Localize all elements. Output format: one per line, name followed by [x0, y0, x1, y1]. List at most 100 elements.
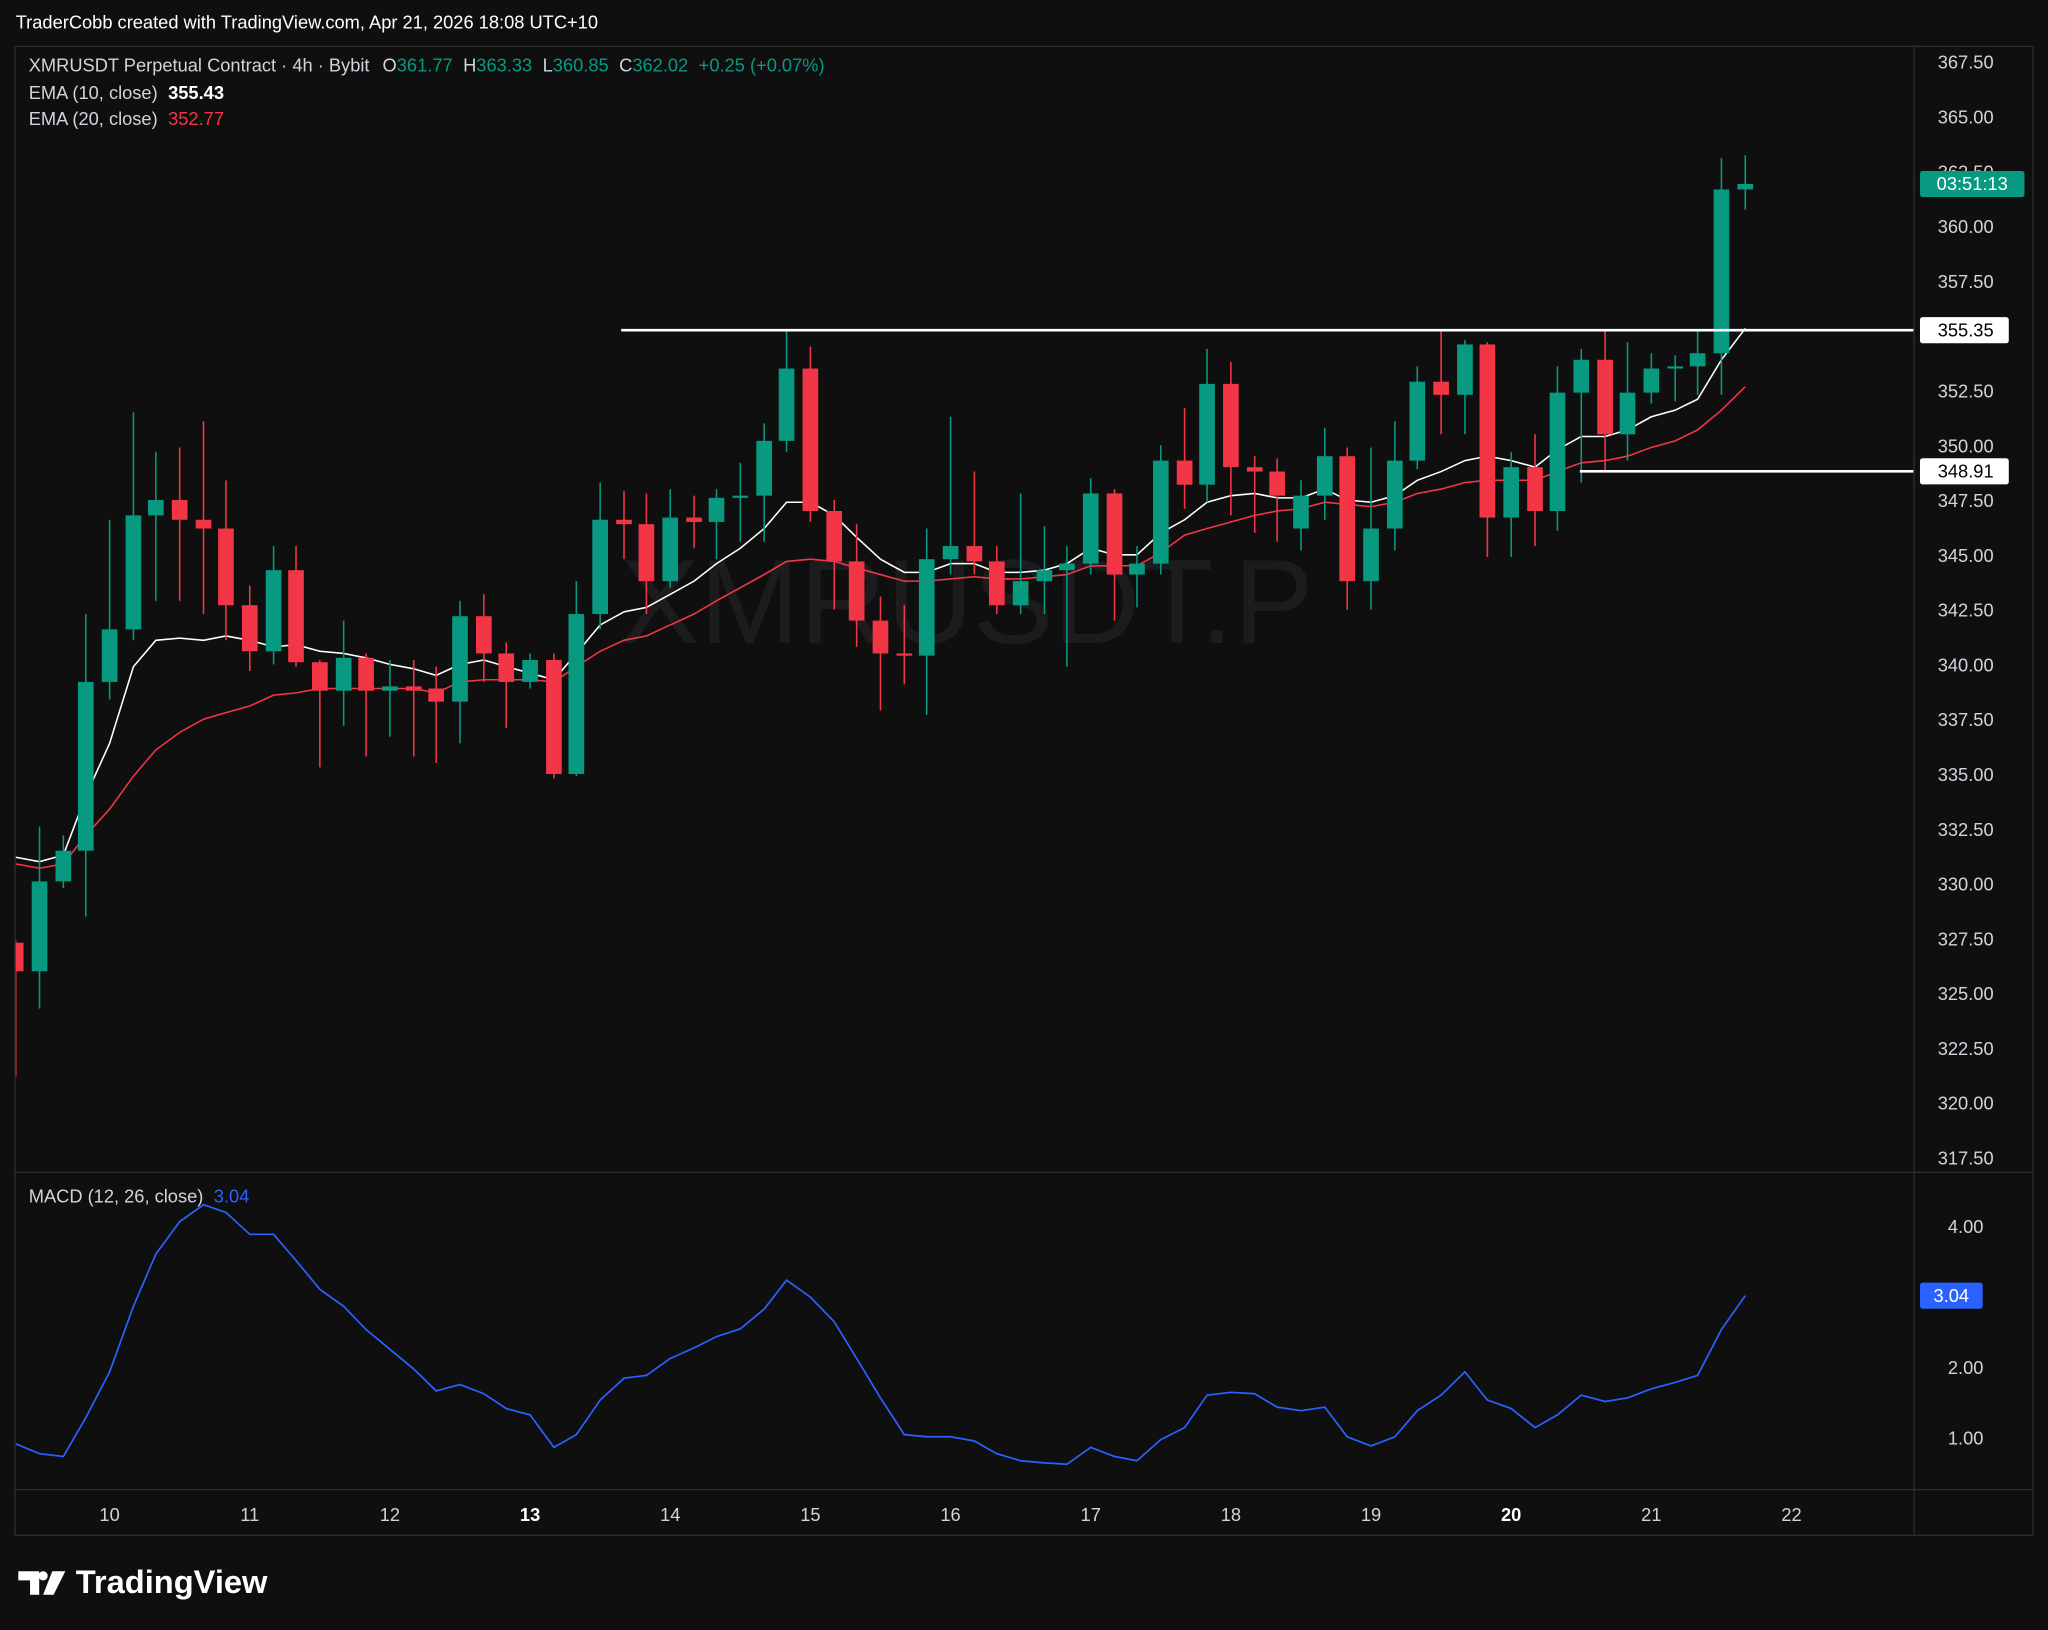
watermark: XMRUSDT.P	[619, 535, 1313, 669]
ema-line	[15, 386, 1746, 870]
y-tick-label: 367.50	[1938, 52, 1994, 73]
y-tick-label: 317.50	[1938, 1148, 1994, 1169]
macd-value-label: 3.04	[1934, 1285, 1970, 1306]
candle-body	[452, 616, 468, 702]
logo-text: TradingView	[76, 1563, 268, 1600]
x-tick-label: 18	[1221, 1504, 1241, 1525]
candle-body	[756, 440, 772, 496]
candle-body	[1059, 563, 1075, 571]
candle-body	[1549, 392, 1566, 511]
candle-body	[405, 686, 422, 691]
candle-body	[896, 653, 913, 656]
candle-body	[171, 500, 188, 520]
header-text: TraderCobb created with TradingView.com,…	[16, 11, 598, 32]
candle-body	[1036, 570, 1053, 582]
candle-body	[942, 546, 959, 560]
y-tick-label: 4.00	[1948, 1216, 1984, 1237]
candle-body	[1293, 495, 1309, 529]
candle-body	[288, 570, 304, 663]
y-tick-label: 360.00	[1938, 216, 1994, 237]
candle-body	[195, 519, 212, 529]
candle-body	[848, 561, 865, 621]
price-pane: XMRUSDT.P	[15, 155, 1914, 1077]
candle-body	[1643, 368, 1660, 393]
y-tick-label: 332.50	[1938, 819, 1994, 840]
candle-body	[312, 662, 328, 691]
x-tick-label: 21	[1641, 1504, 1661, 1525]
y-tick-label: 340.00	[1938, 654, 1994, 675]
x-tick-label: 10	[99, 1504, 119, 1525]
ohlc-value: 362.02	[632, 54, 688, 75]
candle-body	[1667, 366, 1684, 369]
y-tick-label: 322.50	[1938, 1038, 1994, 1059]
overlay: 317.50 320.00 322.50 325.00 327.50 330.00 332.…	[29, 52, 2025, 1525]
candle-body	[1223, 383, 1239, 468]
ohlc-letter: C	[619, 54, 632, 75]
ohlc-value: 360.85	[553, 54, 609, 75]
candle-body	[616, 519, 632, 525]
x-tick-label: 12	[380, 1504, 400, 1525]
legend-ema: EMA (20, close) 352.77	[29, 108, 224, 129]
candle-body	[148, 500, 164, 516]
ema-name: EMA (10, close)	[29, 82, 158, 103]
candle-body	[1176, 460, 1193, 485]
candle-body	[686, 517, 702, 522]
candle-body	[1457, 344, 1473, 395]
ohlc-letter: H	[463, 54, 476, 75]
candle-body	[382, 686, 398, 691]
candle-body	[522, 660, 538, 682]
candle-body	[1409, 381, 1426, 461]
ohlc-value: 361.77	[397, 54, 453, 75]
price-change: +0.25 (+0.07%)	[699, 54, 825, 75]
ema-line	[15, 327, 1746, 863]
candle-body	[241, 605, 258, 652]
candle-body	[1082, 493, 1099, 564]
y-tick-label: 327.50	[1938, 928, 1994, 949]
y-tick-label: 330.00	[1938, 874, 1994, 895]
candle-body	[638, 524, 655, 582]
y-tick-label: 342.50	[1938, 600, 1994, 621]
candle-body	[1619, 392, 1636, 435]
ohlc-letter: L	[543, 54, 553, 75]
candle-body	[966, 546, 983, 562]
x-tick-label: 20	[1501, 1504, 1521, 1525]
x-tick-label: 16	[940, 1504, 960, 1525]
candle-body	[1433, 381, 1449, 395]
x-tick-label: 19	[1361, 1504, 1381, 1525]
legend-ema: EMA (10, close) 355.43	[29, 82, 224, 103]
ohlc-value: 363.33	[476, 54, 532, 75]
candle-body	[1152, 460, 1169, 564]
candle-body	[428, 688, 445, 702]
candle-body	[826, 510, 843, 562]
candle-body	[335, 657, 352, 691]
candle-body	[1689, 353, 1706, 367]
logo-mark	[18, 1571, 66, 1595]
candle-body	[546, 660, 562, 774]
candle-body	[732, 495, 749, 498]
candle-body	[101, 629, 118, 682]
candle-body	[918, 559, 935, 656]
macd-value: 3.04	[214, 1186, 250, 1207]
x-tick-label: 15	[800, 1504, 820, 1525]
candle-body	[1316, 456, 1333, 496]
y-tick-label: 320.00	[1938, 1093, 1994, 1114]
candle-body	[358, 657, 374, 691]
legend-macd: MACD (12, 26, close) 3.04	[29, 1186, 250, 1207]
candle-body	[1573, 359, 1590, 393]
footer-logo: TradingView	[18, 1563, 268, 1600]
level-label-box	[1919, 317, 2009, 344]
macd-pane	[15, 1203, 1746, 1466]
y-tick-label: 325.00	[1938, 983, 1994, 1004]
candle-body	[475, 616, 492, 654]
countdown: 03:51:13	[1937, 173, 2008, 194]
candle-body	[1597, 359, 1613, 435]
candle-body	[1106, 493, 1123, 575]
y-tick-label: 337.50	[1938, 709, 1994, 730]
candle-body	[77, 681, 94, 851]
candle-body	[1012, 581, 1029, 606]
level-label: 355.35	[1938, 319, 1994, 340]
legend-title: XMRUSDT Perpetual Contract · 4h · Bybit	[29, 54, 370, 75]
level-label-box	[1919, 458, 2009, 485]
